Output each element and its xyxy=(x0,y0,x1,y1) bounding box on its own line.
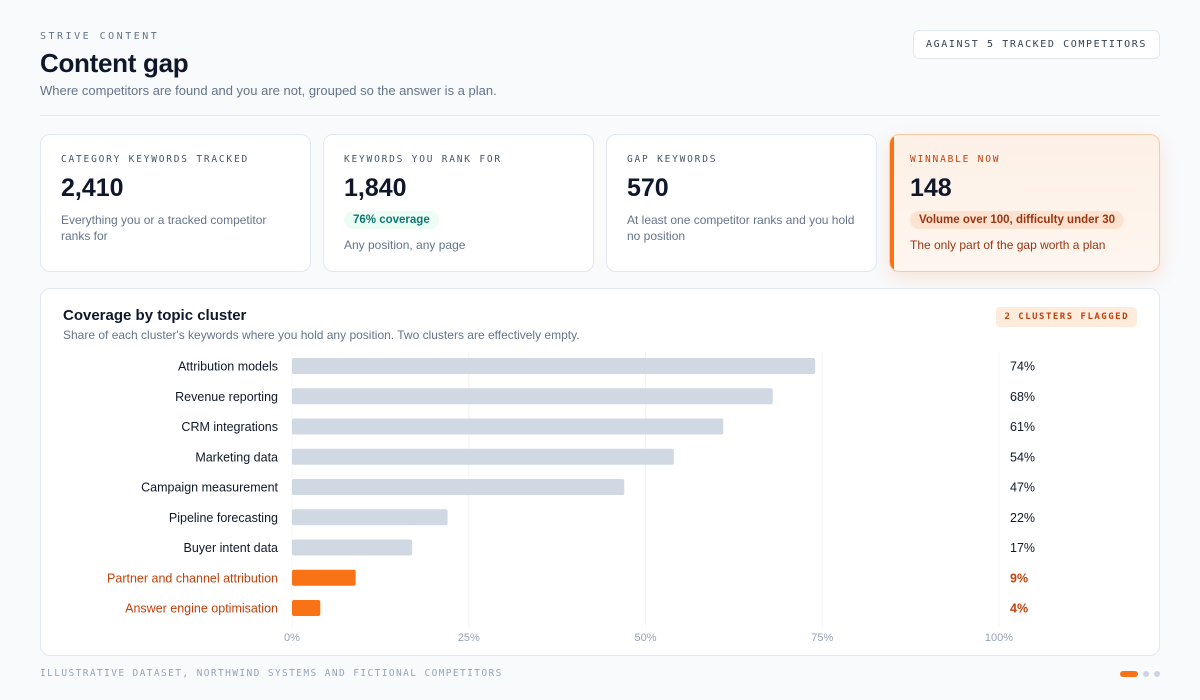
bar-4 xyxy=(292,479,625,495)
category-label: Revenue reporting xyxy=(175,390,278,404)
value-label: 54% xyxy=(1010,450,1035,464)
value-label: 68% xyxy=(1010,390,1035,404)
stat-card-category-keywords: CATEGORY KEYWORDS TRACKED 2,410 Everythi… xyxy=(40,134,311,272)
category-label: Marketing data xyxy=(195,450,278,464)
stat-value: 2,410 xyxy=(61,174,124,202)
value-label: 47% xyxy=(1010,481,1035,495)
stat-label: KEYWORDS YOU RANK FOR xyxy=(344,154,502,165)
bar-2 xyxy=(292,418,724,435)
category-label: Answer engine optimisation xyxy=(125,602,278,616)
x-tick-label: 0% xyxy=(284,632,300,644)
coverage-chart-card: Coverage by topic cluster Share of each … xyxy=(40,288,1160,656)
eyebrow-label: STRIVE CONTENT xyxy=(40,31,160,42)
category-label: Buyer intent data xyxy=(183,541,278,555)
stat-label: CATEGORY KEYWORDS TRACKED xyxy=(61,154,249,165)
clusters-flagged-badge: 2 CLUSTERS FLAGGED xyxy=(996,307,1137,327)
value-label: 9% xyxy=(1010,571,1028,585)
page-subtitle: Where competitors are found and you are … xyxy=(40,83,497,98)
bar-8 xyxy=(292,600,321,616)
bar-7 xyxy=(292,569,356,586)
criteria-pill: Volume over 100, difficulty under 30 xyxy=(910,211,1124,229)
stat-description: The only part of the gap worth a plan xyxy=(910,238,1106,252)
page-dot[interactable] xyxy=(1120,671,1138,677)
value-label: 17% xyxy=(1010,541,1035,555)
coverage-pill: 76% coverage xyxy=(344,211,439,229)
highlight-accent-bar xyxy=(890,135,894,271)
x-tick-label: 50% xyxy=(634,632,656,644)
bar-0 xyxy=(292,358,816,374)
stat-value: 1,840 xyxy=(344,174,407,202)
stat-label: WINNABLE NOW xyxy=(910,154,1001,165)
stat-description: Any position, any page xyxy=(344,238,466,252)
stat-description: At least one competitor ranks and you ho… xyxy=(627,213,855,243)
page-dot[interactable] xyxy=(1154,671,1160,677)
stat-card-ranked-keywords: KEYWORDS YOU RANK FOR 1,840 76% coverage… xyxy=(323,134,594,272)
x-tick-label: 75% xyxy=(811,632,833,644)
stat-value: 148 xyxy=(910,174,952,202)
category-label: Partner and channel attribution xyxy=(107,571,278,585)
stat-description: Everything you or a tracked competitor r… xyxy=(61,213,267,243)
coverage-bar-chart: Attribution models 74% Revenue reporting 68… xyxy=(107,352,1035,644)
page-indicator[interactable] xyxy=(1120,671,1160,677)
bar-3 xyxy=(292,448,674,465)
value-label: 4% xyxy=(1010,602,1028,616)
stat-card-gap-keywords: GAP KEYWORDS 570 At least one competitor… xyxy=(606,134,877,272)
category-label: Campaign measurement xyxy=(141,481,278,495)
page-dot[interactable] xyxy=(1143,671,1149,677)
chart-subtitle: Share of each cluster's keywords where y… xyxy=(63,328,580,342)
chart-title: Coverage by topic cluster xyxy=(63,307,247,324)
stat-label: GAP KEYWORDS xyxy=(627,154,718,165)
x-tick-label: 100% xyxy=(985,632,1013,644)
category-label: Pipeline forecasting xyxy=(169,511,278,525)
header-divider xyxy=(40,115,1160,116)
value-label: 22% xyxy=(1010,511,1035,525)
bar-5 xyxy=(292,509,448,526)
value-label: 61% xyxy=(1010,420,1035,434)
competitor-scope-badge: AGAINST 5 TRACKED COMPETITORS xyxy=(913,30,1160,59)
stat-value: 570 xyxy=(627,174,669,202)
x-tick-label: 25% xyxy=(458,632,480,644)
bar-1 xyxy=(292,388,773,405)
bar-6 xyxy=(292,539,413,556)
dataset-footnote: ILLUSTRATIVE DATASET, NORTHWIND SYSTEMS … xyxy=(40,668,503,679)
page-title: Content gap xyxy=(40,48,189,78)
category-label: Attribution models xyxy=(178,360,278,374)
value-label: 74% xyxy=(1010,360,1035,374)
category-label: CRM integrations xyxy=(181,420,278,434)
stat-card-winnable-now: WINNABLE NOW 148 Volume over 100, diffic… xyxy=(889,134,1160,272)
